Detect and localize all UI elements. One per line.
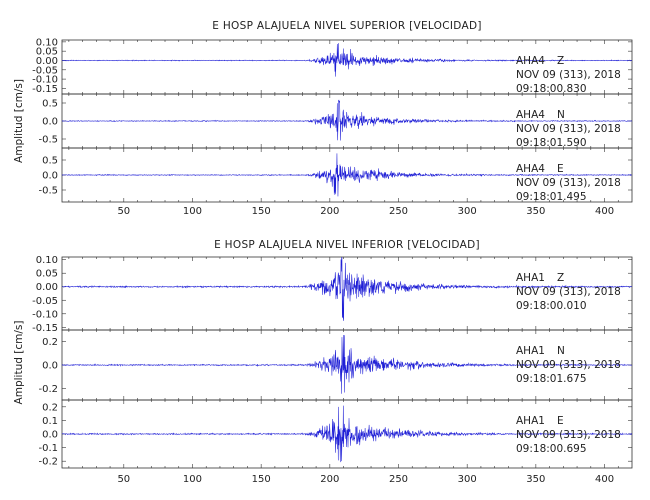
x-tick-label: 50 bbox=[117, 474, 130, 485]
component-code: E bbox=[557, 163, 564, 175]
x-tick-label: 100 bbox=[183, 474, 202, 485]
x-tick-label: 100 bbox=[183, 206, 202, 217]
y-tick-label: -0.15 bbox=[32, 323, 58, 334]
y-tick-label: 0.1 bbox=[42, 416, 58, 427]
x-tick-label: 400 bbox=[595, 206, 614, 217]
trace-time: 09:18:00.010 bbox=[516, 300, 587, 312]
x-tick-label: 350 bbox=[526, 474, 545, 485]
station-label: AHA1 Z bbox=[516, 272, 564, 284]
y-tick-label: 0.05 bbox=[36, 269, 58, 280]
y-tick-label: -0.10 bbox=[32, 75, 58, 86]
y-axis-label: Amplitud [cm/s] bbox=[13, 321, 25, 405]
station-label: AHA4 N bbox=[516, 109, 565, 121]
trace-date: NOV 09 (313), 2018 bbox=[516, 123, 621, 135]
y-tick-label: 0.5 bbox=[42, 99, 58, 110]
x-tick-label: 150 bbox=[252, 206, 271, 217]
x-tick-label: 50 bbox=[117, 206, 130, 217]
y-tick-label: -0.5 bbox=[38, 135, 58, 146]
trace-time: 09:18:00.695 bbox=[516, 443, 587, 455]
component-code: Z bbox=[557, 272, 564, 284]
trace-time: 09:18:01.675 bbox=[516, 373, 587, 385]
y-tick-label: 0.2 bbox=[42, 337, 58, 348]
y-tick-label: 0.2 bbox=[42, 402, 58, 413]
station-code: AHA1 bbox=[516, 345, 545, 357]
x-tick-label: 150 bbox=[252, 474, 271, 485]
y-tick-label: 0.10 bbox=[36, 37, 58, 48]
waveform-aha1-n bbox=[61, 335, 633, 394]
station-label: AHA1 E bbox=[516, 415, 564, 427]
station-code: AHA4 bbox=[516, 163, 545, 175]
y-tick-label: 0.0 bbox=[42, 430, 58, 441]
waveform-aha1-e bbox=[61, 405, 633, 463]
y-tick-label: -0.5 bbox=[38, 186, 58, 197]
x-tick-label: 300 bbox=[458, 206, 477, 217]
y-tick-label: 0.0 bbox=[42, 117, 58, 128]
y-tick-label: -0.10 bbox=[32, 309, 58, 320]
waveform-aha4-z bbox=[61, 43, 633, 77]
y-tick-label: 0.05 bbox=[36, 47, 58, 58]
trace-date: NOV 09 (313), 2018 bbox=[516, 69, 621, 81]
trace-time: 09:18:01.590 bbox=[516, 137, 587, 149]
x-tick-label: 200 bbox=[320, 206, 339, 217]
trace-date: NOV 09 (313), 2018 bbox=[516, 429, 621, 441]
trace-date: NOV 09 (313), 2018 bbox=[516, 177, 621, 189]
station-code: AHA1 bbox=[516, 272, 545, 284]
component-code: E bbox=[557, 415, 564, 427]
y-tick-label: 0.0 bbox=[42, 171, 58, 182]
y-tick-label: -0.2 bbox=[38, 384, 58, 395]
station-code: AHA4 bbox=[516, 109, 545, 121]
trace-time: 09:18:01.495 bbox=[516, 191, 587, 203]
y-tick-label: -0.2 bbox=[38, 457, 58, 468]
station-label: AHA4 E bbox=[516, 163, 564, 175]
x-tick-label: 350 bbox=[526, 206, 545, 217]
station-label: AHA4 Z bbox=[516, 55, 564, 67]
station-code: AHA1 bbox=[516, 415, 545, 427]
station-code: AHA4 bbox=[516, 55, 545, 67]
y-tick-label: 0.5 bbox=[42, 156, 58, 167]
y-tick-label: -0.15 bbox=[32, 84, 58, 95]
trace-date: NOV 09 (313), 2018 bbox=[516, 359, 621, 371]
y-tick-label: -0.1 bbox=[38, 443, 58, 454]
trace-date: NOV 09 (313), 2018 bbox=[516, 286, 621, 298]
x-tick-label: 300 bbox=[458, 474, 477, 485]
station-label: AHA1 N bbox=[516, 345, 565, 357]
x-tick-label: 200 bbox=[320, 474, 339, 485]
component-code: Z bbox=[557, 55, 564, 67]
y-tick-label: 0.00 bbox=[36, 282, 58, 293]
component-code: N bbox=[557, 345, 565, 357]
x-tick-label: 250 bbox=[389, 474, 408, 485]
y-tick-label: 0.00 bbox=[36, 56, 58, 67]
y-tick-label: -0.05 bbox=[32, 65, 58, 76]
trace-time: 09:18:00.830 bbox=[516, 83, 587, 95]
y-tick-label: -0.05 bbox=[32, 296, 58, 307]
y-tick-label: 0.0 bbox=[42, 361, 58, 372]
y-tick-label: 0.10 bbox=[36, 255, 58, 266]
waveform-aha4-n bbox=[61, 99, 633, 141]
x-tick-label: 250 bbox=[389, 206, 408, 217]
waveform-aha1-z bbox=[61, 257, 633, 321]
waveform-aha4-e bbox=[61, 153, 633, 197]
chart-title: E HOSP ALAJUELA NIVEL INFERIOR [VELOCIDA… bbox=[214, 239, 480, 251]
y-axis-label: Amplitud [cm/s] bbox=[13, 79, 25, 163]
component-code: N bbox=[557, 109, 565, 121]
chart-title: E HOSP ALAJUELA NIVEL SUPERIOR [VELOCIDA… bbox=[212, 20, 481, 32]
x-tick-label: 400 bbox=[595, 474, 614, 485]
